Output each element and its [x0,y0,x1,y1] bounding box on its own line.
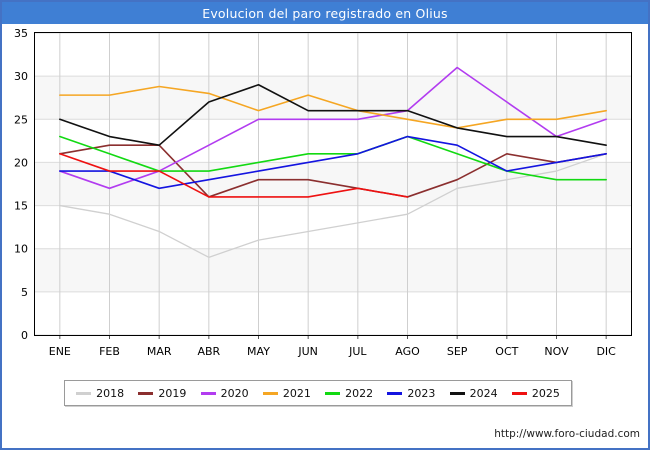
x-axis-tick-label: ABR [197,345,220,358]
series-line-2019[interactable] [59,144,607,198]
footer-url: http://www.foro-ciudad.com [494,428,640,440]
legend-swatch-icon [449,391,465,395]
legend-label: 2021 [282,386,311,400]
legend-item[interactable]: 2018 [76,387,124,400]
legend-label: 2025 [531,386,560,400]
y-axis-tick-label: 10 [14,243,28,256]
x-axis-tick-label: MAR [147,345,172,358]
y-axis-tick-label: 30 [14,70,28,83]
grid-band [35,76,631,120]
legend-swatch-icon [511,391,527,395]
x-axis-tick-label: DIC [596,345,616,358]
line-chart-svg: 0 5 10 15 20 25 30 35 ENE FEB MAR ABR MAY JUN JUL AGO S… [14,27,632,358]
legend-item[interactable]: 2022 [325,387,373,400]
x-axis-tick-label: AGO [395,345,420,358]
legend-item[interactable]: 2019 [138,387,186,400]
y-axis-tick-label: 5 [21,286,28,299]
y-axis-tick-label: 35 [14,27,28,40]
y-axis-tick-label: 15 [14,200,28,213]
legend-label: 2022 [345,386,374,400]
legend-swatch-icon [76,391,92,395]
legend-label: 2020 [220,386,249,400]
legend-label: 2024 [469,386,498,400]
legend-swatch-icon [200,391,216,395]
x-axis-tick-label: OCT [495,345,518,358]
chart-legend: 2018 2019 2020 2021 2022 2023 2024 2025 [64,380,572,406]
x-axis-tick-label: NOV [544,345,569,358]
series-line-2018[interactable] [59,153,607,258]
series-line-2025[interactable] [59,153,409,198]
legend-item[interactable]: 2024 [449,386,498,400]
y-axis-tick-label: 25 [14,113,28,126]
legend-item[interactable]: 2023 [387,387,435,400]
x-axis-tick-label: JUL [348,345,367,358]
legend-swatch-icon [262,391,278,395]
series-line-2021[interactable] [59,85,607,129]
x-axis-tick-labels: ENE FEB MAR ABR MAY JUN JUL AGO SEP OCT NOV DIC [49,345,616,358]
chart-canvas: 0 5 10 15 20 25 30 35 ENE FEB MAR ABR MAY JUN JUL AGO S… [2,24,648,448]
series-line-2024[interactable] [59,83,607,146]
x-axis-tick-label: ENE [49,345,71,358]
legend-label: 2019 [158,386,187,400]
y-axis-tick-label: 20 [14,156,28,169]
x-axis-tick-label: MAY [247,345,270,358]
legend-swatch-icon [387,391,403,395]
series-line-2023[interactable] [59,135,607,190]
grid-layer [35,32,631,339]
series-line-2020[interactable] [59,66,607,190]
plot-frame [34,32,632,336]
legend-label: 2023 [407,386,436,400]
legend-swatch-icon [138,391,154,395]
series-line-2022[interactable] [59,135,607,181]
plot-layer [59,66,607,258]
y-axis-tick-label: 0 [21,329,28,342]
grid-band [35,248,631,292]
window-title-bar: Evolucion del paro registrado en Olius [2,2,648,24]
x-axis-tick-label: FEB [99,345,120,358]
x-axis-tick-label: SEP [447,345,468,358]
legend-swatch-icon [325,391,341,395]
x-axis-tick-label: JUN [297,345,318,358]
legend-item[interactable]: 2025 [511,386,560,400]
page-title: Evolucion del paro registrado en Olius [202,5,448,21]
y-axis-tick-labels: 0 5 10 15 20 25 30 35 [14,27,28,342]
legend-item[interactable]: 2021 [262,386,311,400]
legend-label: 2018 [96,386,125,400]
legend-item[interactable]: 2020 [200,386,249,400]
